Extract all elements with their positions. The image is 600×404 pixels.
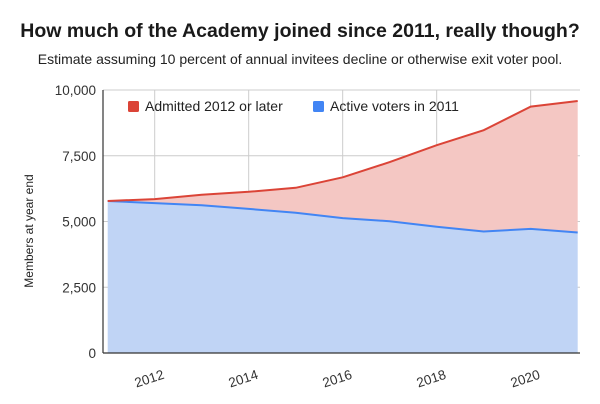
x-tick-label: 2016	[321, 367, 354, 391]
x-tick-labels: 2012 2014 2016 2018 2020	[133, 367, 542, 391]
chart-lines	[107, 100, 578, 234]
chart-title: How much of the Academy joined since 201…	[20, 20, 580, 42]
y-tick-label: 7,500	[62, 149, 96, 164]
line-active-voters-2011	[107, 200, 578, 234]
y-tick-label: 2,500	[62, 280, 96, 295]
x-tick-label: 2014	[227, 367, 261, 391]
area-admitted-2012-or-later	[107, 101, 578, 233]
legend-label: Active voters in 2011	[330, 98, 459, 114]
line-admitted-2012-or-later	[107, 100, 578, 202]
y-tick-labels: 0 2,500 5,000 7,500 10,000	[55, 83, 96, 361]
axes	[102, 90, 580, 354]
y-tick-label: 0	[88, 346, 96, 361]
legend-swatch	[128, 101, 139, 112]
y-tick-label: 10,000	[55, 83, 96, 98]
chart-areas	[107, 101, 578, 353]
y-axis-label: Members at year end	[22, 174, 36, 287]
legend-label: Admitted 2012 or later	[145, 98, 283, 114]
legend: Admitted 2012 or later Active voters in 2…	[128, 98, 459, 114]
chart-subtitle: Estimate assuming 10 percent of annual i…	[37, 51, 563, 67]
legend-swatch	[313, 101, 324, 112]
y-tick-label: 5,000	[62, 215, 96, 230]
x-tick-label: 2012	[133, 367, 166, 391]
area-active-voters-2011	[107, 201, 578, 353]
x-tick-label: 2020	[509, 367, 542, 391]
x-tick-label: 2018	[415, 367, 448, 391]
